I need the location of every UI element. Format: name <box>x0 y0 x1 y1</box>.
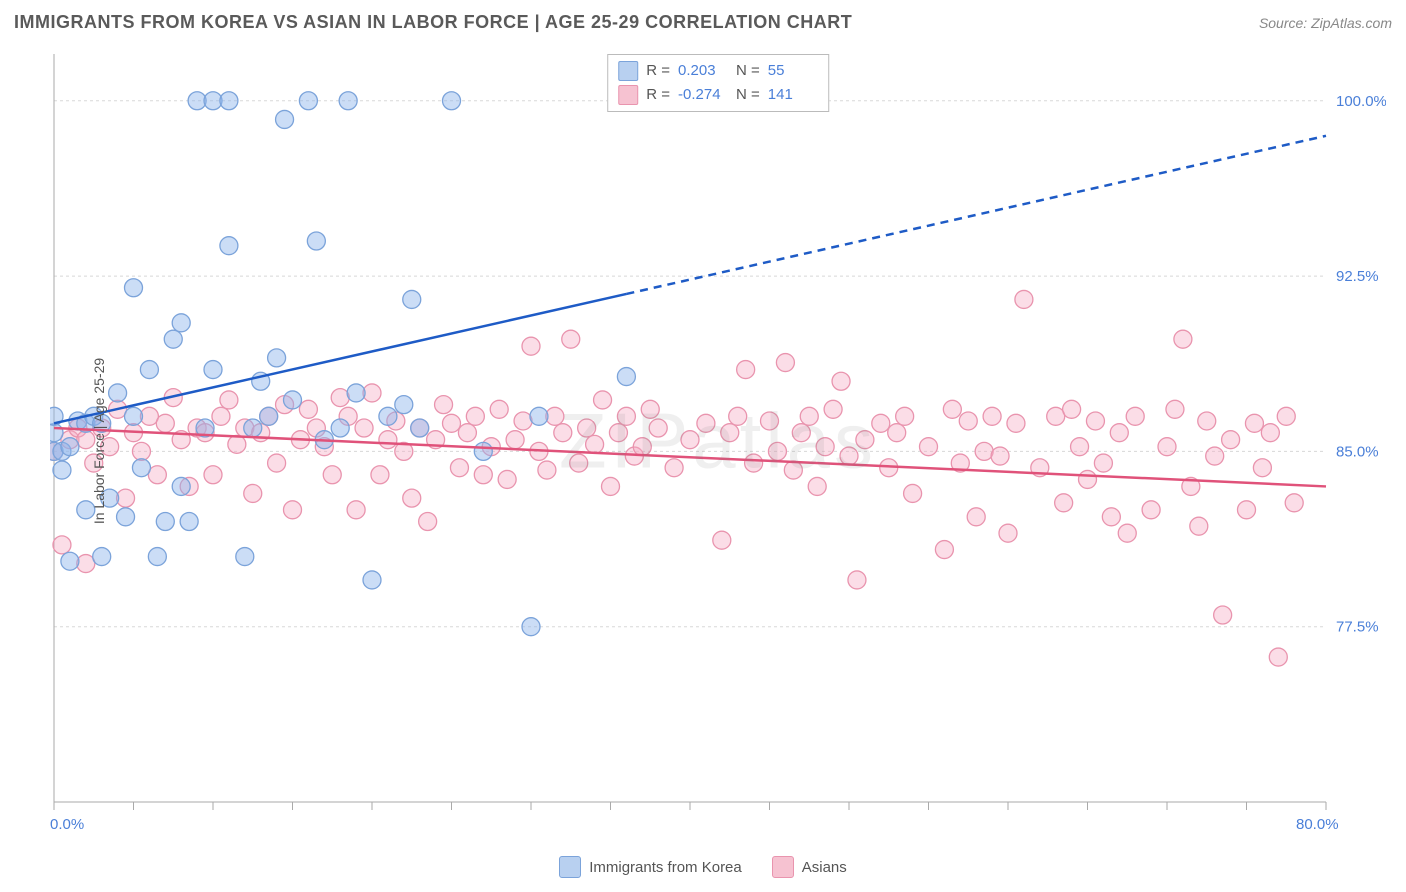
stat-legend-row: R = -0.274 N = 141 <box>618 83 818 107</box>
swatch-icon <box>772 856 794 878</box>
legend-label: Immigrants from Korea <box>589 859 742 876</box>
chart-header: IMMIGRANTS FROM KOREA VS ASIAN IN LABOR … <box>14 12 1392 33</box>
stat-legend-row: R = 0.203 N = 55 <box>618 59 818 83</box>
correlation-legend: R = 0.203 N = 55 R = -0.274 N = 141 <box>607 54 829 112</box>
n-label: N = <box>736 59 760 83</box>
scatter-svg: 77.5% 85.0% 92.5% 100.0% <box>50 50 1386 832</box>
r-label: R = <box>646 83 670 107</box>
x-axis-min-label: 0.0% <box>50 816 84 833</box>
legend-label: Asians <box>802 859 847 876</box>
svg-text:92.5%: 92.5% <box>1336 268 1379 285</box>
x-axis-max-label: 80.0% <box>1296 816 1339 833</box>
swatch-icon <box>559 856 581 878</box>
r-label: R = <box>646 59 670 83</box>
legend-item-korea: Immigrants from Korea <box>559 856 742 878</box>
chart-title: IMMIGRANTS FROM KOREA VS ASIAN IN LABOR … <box>14 12 852 33</box>
r-value: -0.274 <box>678 83 728 107</box>
n-value: 55 <box>768 59 818 83</box>
y-axis-label: In Labor Force | Age 25-29 <box>91 358 107 524</box>
n-label: N = <box>736 83 760 107</box>
series-legend: Immigrants from Korea Asians <box>0 856 1406 878</box>
swatch-icon <box>618 85 638 105</box>
n-value: 141 <box>768 83 818 107</box>
chart-source: Source: ZipAtlas.com <box>1259 15 1392 31</box>
r-value: 0.203 <box>678 59 728 83</box>
swatch-icon <box>618 61 638 81</box>
svg-text:77.5%: 77.5% <box>1336 619 1379 636</box>
legend-item-asians: Asians <box>772 856 847 878</box>
plot-area: In Labor Force | Age 25-29 ZIPatlas 77.5… <box>50 50 1386 832</box>
svg-text:100.0%: 100.0% <box>1336 93 1386 110</box>
svg-text:85.0%: 85.0% <box>1336 443 1379 460</box>
